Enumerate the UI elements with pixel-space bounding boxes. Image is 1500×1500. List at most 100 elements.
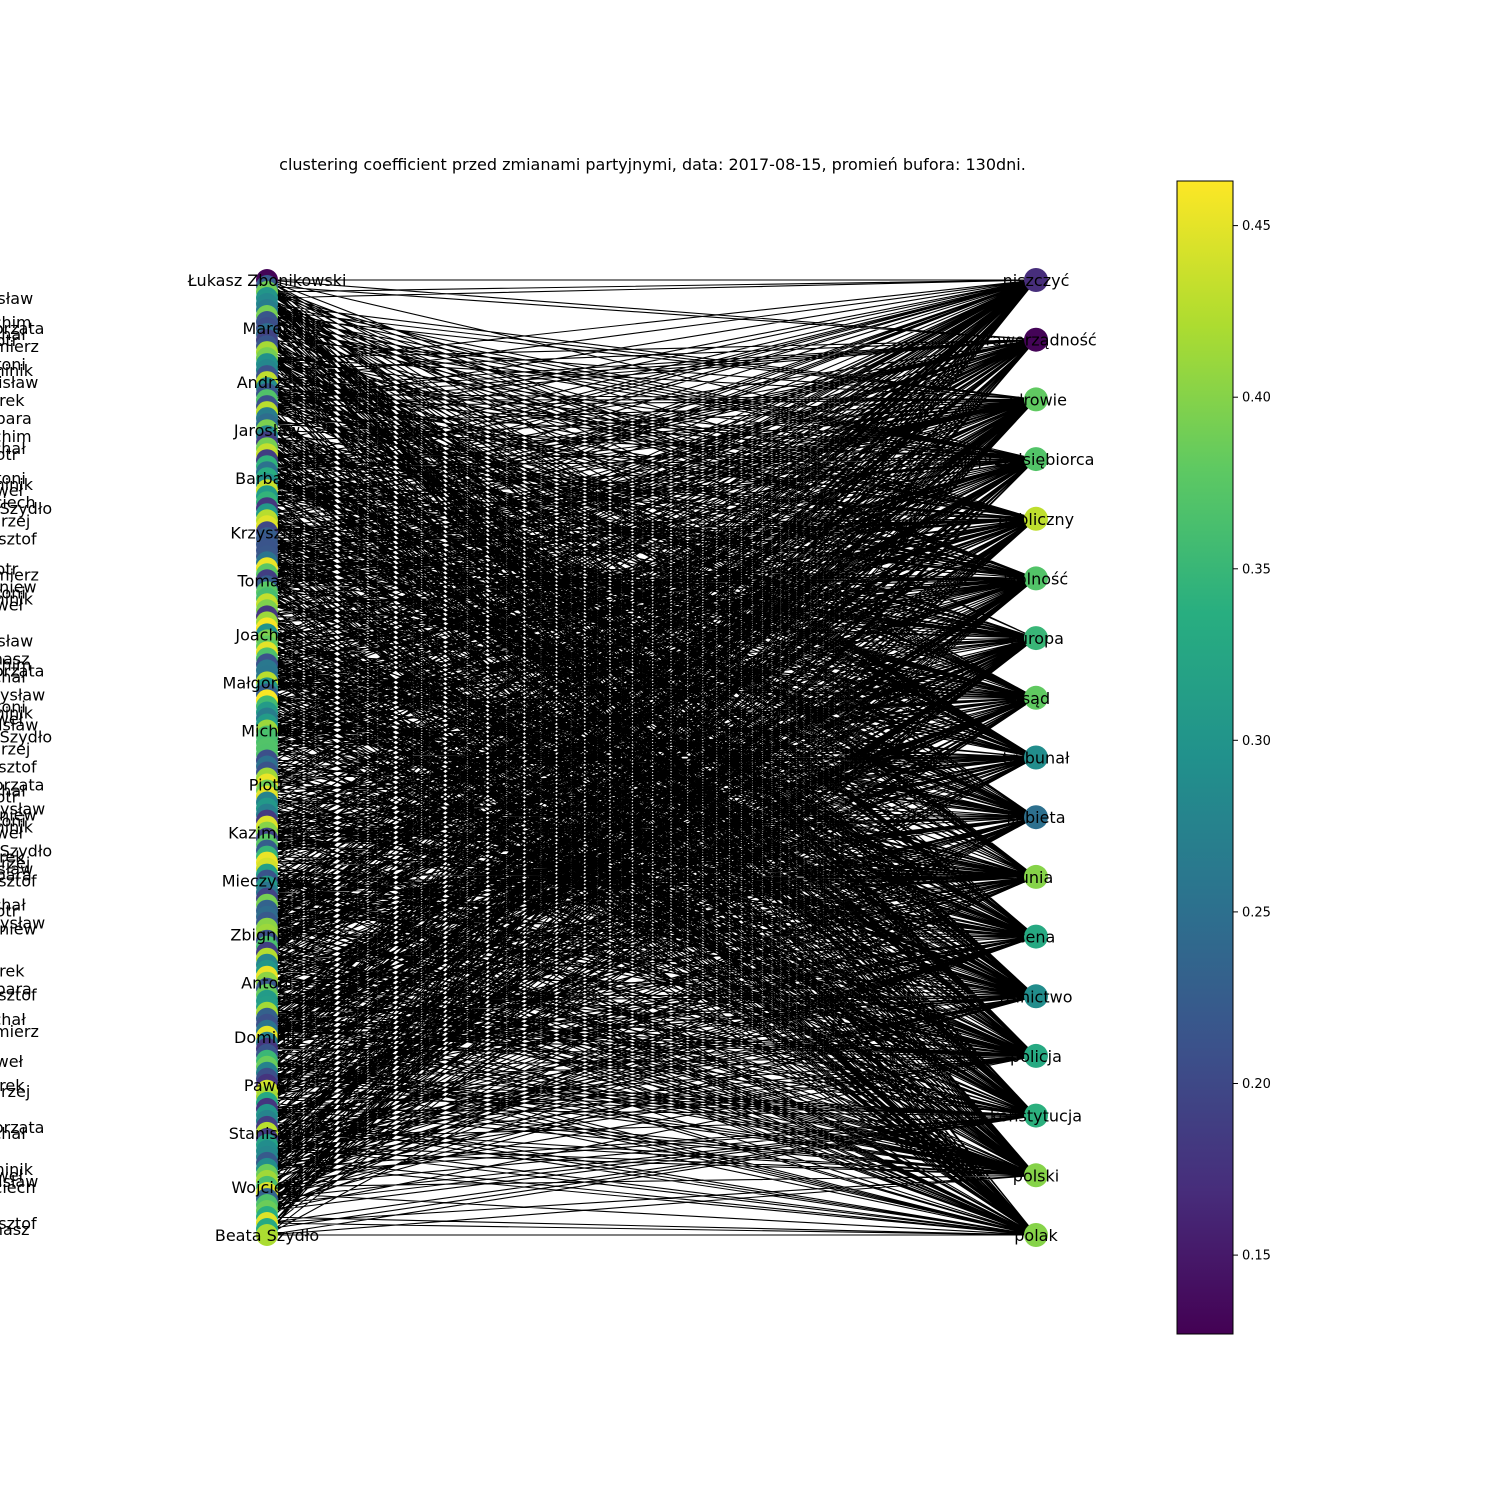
left-node-label-overlap: Dominik (0, 1160, 34, 1179)
left-node-label: Dominik (234, 1028, 301, 1047)
left-node-label-overlap: Dominik (0, 818, 34, 837)
right-node-label: sąd (1022, 689, 1050, 708)
left-node-label-overlap: Krzysztof (0, 1214, 37, 1233)
left-node-label-overlap: Joachim (0, 313, 32, 332)
left-node-label-overlap: Joachim (0, 427, 32, 446)
right-node-label: polak (1014, 1226, 1058, 1245)
left-node-label-overlap: Krzysztof (0, 986, 37, 1005)
right-node-label: praworządność (975, 331, 1096, 350)
left-node-label: Beata Szydło (215, 1226, 319, 1245)
left-node-label-overlap: Małgorzata (0, 776, 44, 795)
left-node-label-overlap: Piotr (0, 902, 19, 921)
left-node-label-overlap: Michał (0, 325, 26, 344)
right-nodes-layer: niszczyć praworządność zdrowie przedsiębior… (975, 268, 1097, 1247)
right-node-8 (1024, 745, 1048, 770)
left-node-label-overlap: Andrzej (0, 1082, 30, 1101)
left-node-label-overlap: Marek (0, 1076, 25, 1095)
right-node-10 (1024, 864, 1048, 889)
left-node-label-overlap: Andrzej (0, 740, 30, 759)
right-node-5 (1024, 566, 1048, 591)
left-node-label: Piotr (249, 776, 286, 795)
left-node-label-overlap: Wojciech (0, 493, 36, 512)
left-node-label-overlap: Zbigniew (0, 920, 37, 939)
left-node-label: Andrzej (237, 373, 298, 392)
left-node-label-overlap: Jarosław (0, 860, 33, 879)
left-node-label: Antoni (241, 974, 293, 993)
left-node-label-overlap: Paweł (0, 710, 24, 729)
left-node-label: Michał (241, 722, 293, 741)
left-node-label-overlap: Piotr (0, 559, 19, 578)
left-node-label-overlap: Michał (0, 1124, 26, 1143)
left-node-label-overlap: Michał (0, 782, 26, 801)
left-node-label-overlap: Paweł (0, 824, 24, 843)
left-node-label-overlap: Mieczysław (0, 800, 45, 819)
left-node-label-overlap: Michał (0, 896, 26, 915)
left-node-label: Zbigniew (230, 926, 303, 945)
left-node-label-overlap: Krzysztof (0, 872, 37, 891)
colorbar-tick-label: 0.20 (1242, 1077, 1271, 1092)
right-node-14 (1024, 1103, 1048, 1128)
right-node-label: policja (1010, 1047, 1062, 1066)
left-node-label-overlap: Marek (0, 962, 25, 981)
left-node-label-overlap: Barbara (0, 980, 32, 999)
right-node-16 (1024, 1223, 1048, 1247)
left-node-label-overlap: Jarosław (0, 631, 33, 650)
left-node-label-overlap: Antoni (0, 469, 26, 488)
colorbar-tick-label: 0.15 (1242, 1249, 1271, 1264)
left-node-label-overlap: Mieczysław (0, 914, 45, 933)
right-node-label: przedsiębiorca (978, 450, 1095, 469)
left-node-label-overlap: Paweł (0, 595, 24, 614)
right-node-1 (1024, 327, 1048, 352)
colorbar-tick-label: 0.25 (1242, 905, 1271, 920)
left-node-label-overlap: Marek (0, 848, 25, 867)
left-node-label: Łukasz Zbonikowski (187, 271, 347, 290)
right-node-label: wolność (1004, 569, 1068, 588)
left-node-label-overlap: Kazimierz (0, 565, 39, 584)
left-node-label-overlap: Małgorzata (0, 1118, 44, 1137)
left-node-label: Stanisław (229, 1124, 306, 1143)
right-node-label: polski (1013, 1166, 1059, 1185)
left-node-label-overlap: Krzysztof (0, 529, 37, 548)
right-node-6 (1024, 626, 1048, 651)
left-node-label-overlap: Piotr (0, 788, 19, 807)
left-node-label: Krzysztof (230, 523, 304, 542)
left-node-label: Paweł (244, 1076, 291, 1095)
left-node-label-overlap: Joachim (0, 655, 32, 674)
right-node-13 (1024, 1043, 1048, 1068)
right-node-2 (1024, 387, 1048, 412)
right-node-label: konstytucja (990, 1107, 1082, 1126)
right-node-label: rolnictwo (1000, 987, 1073, 1006)
left-node-label-overlap: Michał (0, 667, 26, 686)
colorbar-tick-label: 0.30 (1242, 734, 1271, 749)
right-node-7 (1024, 685, 1048, 710)
right-node-label: niszczyć (1003, 271, 1070, 290)
left-node-label-overlap: Stanisław (0, 1172, 38, 1191)
left-node-label: Joachim (234, 625, 298, 644)
left-node-label-overlap: Michał (0, 439, 26, 458)
right-node-12 (1024, 984, 1048, 1009)
right-node-15 (1024, 1163, 1048, 1188)
right-node-label: publiczny (998, 510, 1074, 529)
edge-bundle (266, 279, 1037, 1236)
left-node-label: Barbara (235, 469, 299, 488)
left-node-label: Jarosław (233, 421, 300, 440)
left-node-label-overlap: Antoni (0, 355, 26, 374)
left-node-label-overlap: Beata Szydło (0, 842, 52, 861)
left-node (256, 1224, 278, 1246)
left-node-label-overlap: Mieczysław (0, 685, 45, 704)
left-node-label-overlap: Marek (0, 391, 25, 410)
right-node-4 (1024, 506, 1048, 531)
left-node-label-overlap: Andrzej (0, 511, 30, 530)
left-node-label-overlap: Beata Szydło (0, 499, 52, 518)
left-node-label-overlap: Piotr (0, 331, 19, 350)
left-node-label: Małgorzata (223, 673, 312, 692)
left-node-label-overlap: Małgorzata (0, 661, 44, 680)
left-node-label-overlap: Jarosław (0, 289, 33, 308)
left-node-label-overlap: Dominik (0, 475, 34, 494)
left-node-label-overlap: Antoni (0, 583, 26, 602)
left-node-label-overlap: Paweł (0, 1166, 24, 1185)
left-node-label-overlap: Tomasz (0, 649, 29, 668)
left-node-label-overlap: Dominik (0, 589, 34, 608)
right-node-3 (1024, 447, 1048, 472)
